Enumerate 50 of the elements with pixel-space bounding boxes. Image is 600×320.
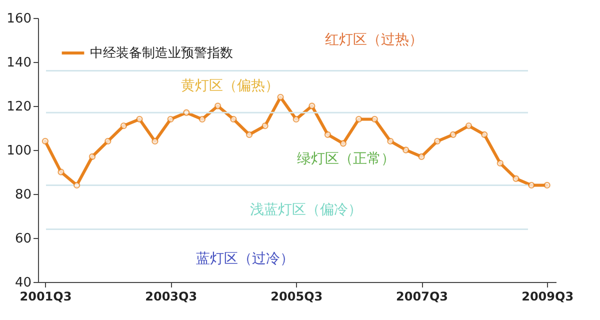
point xyxy=(387,138,394,145)
point xyxy=(104,138,112,145)
legend-label: 中经装备制造业预警指数 xyxy=(90,46,233,61)
annotation: 黄灯区（偏热） xyxy=(181,78,279,94)
point xyxy=(418,153,425,160)
point xyxy=(481,131,488,138)
y-tick-label: 160 xyxy=(6,12,32,26)
point xyxy=(152,138,158,145)
point xyxy=(496,160,504,167)
x-tick-label: 2009Q3 xyxy=(522,290,574,304)
point xyxy=(512,175,520,182)
point xyxy=(230,116,237,123)
x-tick-label: 2003Q3 xyxy=(145,290,198,304)
x-tick-label: 2005Q3 xyxy=(270,290,323,304)
y-tick-label: 60 xyxy=(14,232,32,246)
point xyxy=(198,116,206,123)
point xyxy=(246,131,253,138)
point xyxy=(88,153,96,160)
annotation: 绿灯区（正常） xyxy=(297,151,395,167)
point xyxy=(355,116,362,123)
point xyxy=(183,109,190,116)
point xyxy=(73,182,80,189)
point xyxy=(324,131,332,138)
point xyxy=(262,122,268,130)
y-tick-label: 120 xyxy=(6,100,32,114)
point xyxy=(450,131,456,138)
point xyxy=(544,182,550,189)
annotation: 浅蓝灯区（偏冷） xyxy=(250,202,362,218)
y-tick-label: 100 xyxy=(6,144,32,158)
point xyxy=(292,116,300,123)
point xyxy=(434,138,441,145)
point xyxy=(308,102,316,110)
point xyxy=(120,122,128,130)
point xyxy=(340,140,347,147)
point xyxy=(42,138,49,145)
y-tick-label: 80 xyxy=(14,188,32,202)
point xyxy=(167,116,174,123)
annotation: 红灯区（过热） xyxy=(325,32,423,48)
point xyxy=(465,122,472,130)
y-tick-label: 40 xyxy=(14,276,32,290)
point xyxy=(214,102,222,110)
point xyxy=(371,116,378,123)
point xyxy=(58,168,64,176)
point xyxy=(136,116,143,123)
x-tick-label: 2001Q3 xyxy=(20,290,72,304)
x-tick-label: 2007Q3 xyxy=(396,290,448,304)
point xyxy=(402,146,410,154)
y-tick-label: 140 xyxy=(6,56,32,70)
annotation: 蓝灯区（过冷） xyxy=(196,251,294,267)
point xyxy=(528,182,535,189)
